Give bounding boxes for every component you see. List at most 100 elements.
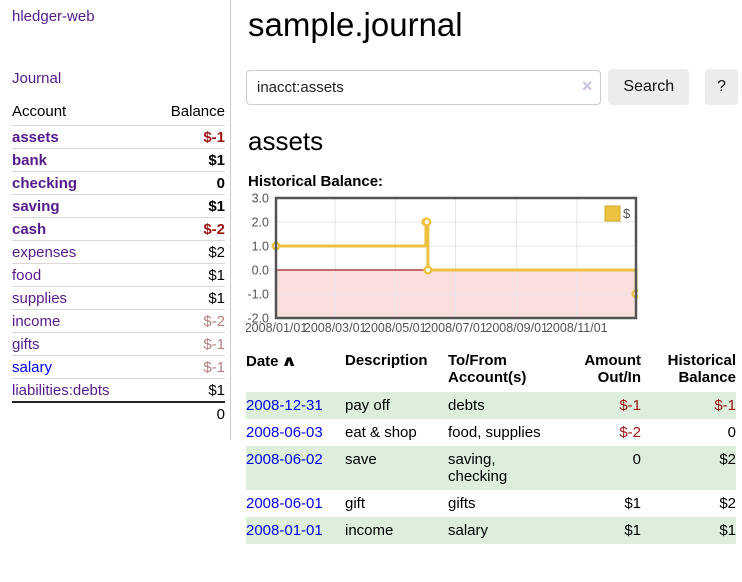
transaction-date-link[interactable]: 2008-06-02 xyxy=(246,451,323,468)
historical-balance-chart: $3.0 2.0 1.0 0.0 -1.0 -2.0 2008/01/01 2008/03/0… xyxy=(245,192,641,338)
accounts-total-value: 0 xyxy=(140,401,225,425)
account-row-salary: salary $-1 xyxy=(12,355,225,379)
account-link-salary[interactable]: salary xyxy=(12,358,53,376)
page-title: sample.journal xyxy=(248,6,463,43)
transaction-amount: 0 xyxy=(632,451,641,468)
register-header-row: Date ∧ Description To/From Account(s) Amo… xyxy=(246,350,736,392)
svg-text:2008/05/01: 2008/05/01 xyxy=(364,321,427,335)
account-link-expenses[interactable]: expenses xyxy=(12,243,77,261)
transaction-accounts: saving, checking xyxy=(448,451,508,485)
svg-text:2008/11/01: 2008/11/01 xyxy=(546,321,608,335)
account-link-liabilities-debts[interactable]: liabilities:debts xyxy=(12,381,110,399)
main-content: sample.journal × Search ? assets Histori… xyxy=(245,0,738,544)
transaction-description: gift xyxy=(345,495,366,512)
svg-text:2008/01/01: 2008/01/01 xyxy=(246,321,307,335)
transaction-description: income xyxy=(345,522,394,539)
account-link-assets[interactable]: assets xyxy=(12,128,59,146)
accounts-total-row: 0 xyxy=(12,401,225,425)
register-header-amount: Amount Out/In xyxy=(584,352,641,386)
transaction-amount: $-2 xyxy=(619,424,641,441)
account-row-cash: cash $-2 xyxy=(12,217,225,241)
search-button[interactable]: Search xyxy=(608,69,690,105)
account-link-gifts[interactable]: gifts xyxy=(12,335,40,353)
register-header-balance: Historical Balance xyxy=(667,352,736,386)
account-balance: $-1 xyxy=(140,332,225,356)
transaction-balance: $-1 xyxy=(714,397,736,414)
transaction-description: save xyxy=(345,451,377,468)
transaction-accounts: food, supplies xyxy=(448,424,541,441)
register-header-description: Description xyxy=(345,352,428,369)
help-button[interactable]: ? xyxy=(705,69,738,105)
account-row-saving: saving $1 xyxy=(12,194,225,218)
accounts-header-balance: Balance xyxy=(170,103,225,120)
sort-ascending-icon: ∧ xyxy=(280,353,297,370)
transaction-date-link[interactable]: 2008-01-01 xyxy=(246,522,323,539)
account-balance: $-1 xyxy=(140,355,225,379)
svg-text:2008/07/01: 2008/07/01 xyxy=(424,321,487,335)
account-balance: $-1 xyxy=(140,125,225,149)
account-balance: $1 xyxy=(140,194,225,218)
app-title-link[interactable]: hledger-web xyxy=(12,8,95,25)
sidebar: hledger-web Journal Account Balance asse… xyxy=(0,0,231,440)
svg-text:2.0: 2.0 xyxy=(252,216,269,230)
transaction-description: eat & shop xyxy=(345,424,417,441)
svg-text:$: $ xyxy=(623,206,631,221)
account-row-supplies: supplies $1 xyxy=(12,286,225,310)
transaction-accounts: debts xyxy=(448,397,485,414)
account-row-checking: checking 0 xyxy=(12,171,225,195)
transaction-balance: $2 xyxy=(719,451,736,468)
account-heading: assets xyxy=(248,126,324,156)
transaction-amount: $-1 xyxy=(619,397,641,414)
account-row-food: food $1 xyxy=(12,263,225,287)
search-form: × Search ? xyxy=(246,69,738,105)
account-balance: 0 xyxy=(140,171,225,195)
account-balance: $-2 xyxy=(140,309,225,333)
transaction-amount: $1 xyxy=(624,522,641,539)
transaction-description: pay off xyxy=(345,397,390,414)
account-link-food[interactable]: food xyxy=(12,266,42,284)
transaction-accounts: gifts xyxy=(448,495,476,512)
account-row-gifts: gifts $-1 xyxy=(12,332,225,356)
transaction-accounts: salary xyxy=(448,522,489,539)
transaction-date-link[interactable]: 2008-12-31 xyxy=(246,397,323,414)
transaction-date-link[interactable]: 2008-06-01 xyxy=(246,495,323,512)
account-balance: $-2 xyxy=(140,217,225,241)
account-balance: $2 xyxy=(140,240,225,264)
register-table: Date ∧ Description To/From Account(s) Amo… xyxy=(246,350,736,544)
register-header-date[interactable]: Date ∧ xyxy=(246,353,297,370)
svg-text:2008/09/01: 2008/09/01 xyxy=(485,321,548,335)
account-link-cash[interactable]: cash xyxy=(12,220,47,238)
account-balance: $1 xyxy=(140,148,225,172)
search-input[interactable] xyxy=(246,69,602,105)
svg-text:-2.0: -2.0 xyxy=(247,312,269,326)
transaction-balance: 0 xyxy=(727,424,736,441)
account-link-supplies[interactable]: supplies xyxy=(12,289,68,307)
svg-text:3.0: 3.0 xyxy=(252,192,269,206)
accounts-balance-table: Account Balance assets $-1 bank $1 check… xyxy=(12,101,225,425)
svg-text:0.0: 0.0 xyxy=(252,264,269,278)
register-row: 2008-06-01 gift gifts $1 $2 xyxy=(246,490,736,517)
account-link-income[interactable]: income xyxy=(12,312,61,330)
account-row-liabilities-debts: liabilities:debts $1 xyxy=(12,378,225,402)
register-row: 2008-06-03 eat & shop food, supplies $-2… xyxy=(246,419,736,446)
clear-search-icon[interactable]: × xyxy=(581,75,593,96)
account-row-bank: bank $1 xyxy=(12,148,225,172)
register-row: 2008-06-02 save saving, checking 0 $2 xyxy=(246,446,736,490)
account-balance: $1 xyxy=(140,263,225,287)
svg-text:-1.0: -1.0 xyxy=(247,288,269,302)
register-header-tofrom: To/From Account(s) xyxy=(448,352,527,386)
transaction-date-link[interactable]: 2008-06-03 xyxy=(246,424,323,441)
account-row-assets: assets $-1 xyxy=(12,125,225,149)
register-row: 2008-12-31 pay off debts $-1 $-1 xyxy=(246,392,736,419)
transaction-balance: $1 xyxy=(719,522,736,539)
account-link-checking[interactable]: checking xyxy=(12,174,78,192)
accounts-header-account: Account xyxy=(12,103,67,120)
account-link-saving[interactable]: saving xyxy=(12,197,60,215)
transaction-balance: $2 xyxy=(719,495,736,512)
account-row-expenses: expenses $2 xyxy=(12,240,225,264)
account-balance: $1 xyxy=(140,286,225,310)
sidebar-item-journal[interactable]: Journal xyxy=(12,70,62,87)
transaction-amount: $1 xyxy=(624,495,641,512)
account-link-bank[interactable]: bank xyxy=(12,151,48,169)
svg-text:1.0: 1.0 xyxy=(252,240,269,254)
